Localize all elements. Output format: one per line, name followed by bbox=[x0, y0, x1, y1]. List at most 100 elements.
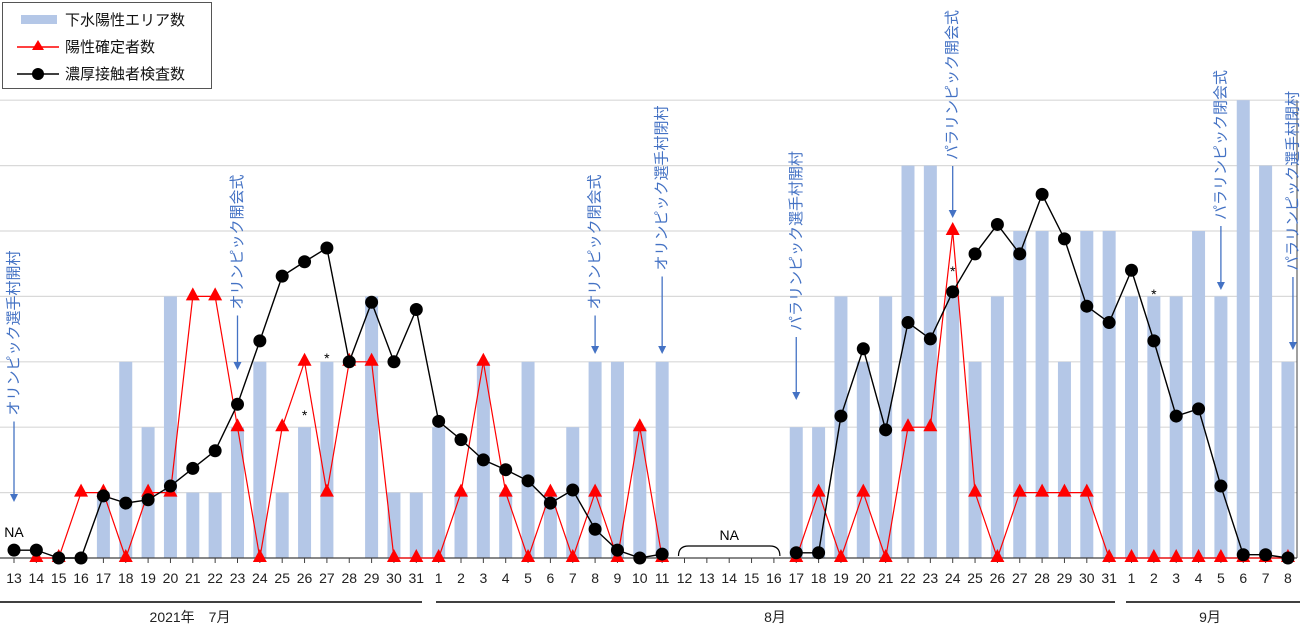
x-tick-label: 28 bbox=[341, 570, 357, 586]
arrow-down-icon bbox=[658, 346, 667, 354]
arrow-down-icon bbox=[591, 346, 600, 354]
circle-marker bbox=[968, 247, 982, 261]
bar bbox=[454, 492, 468, 558]
triangle-marker bbox=[185, 287, 200, 301]
triangle-marker bbox=[386, 549, 401, 562]
x-tick-label: 20 bbox=[163, 570, 179, 586]
x-tick-label: 17 bbox=[96, 570, 112, 586]
circle-marker bbox=[1080, 299, 1094, 313]
annotation-label: パラリンピック選手村開村 bbox=[787, 151, 805, 331]
arrow-down-icon bbox=[1216, 282, 1225, 290]
annotation-label: オリンピック選手村閉村 bbox=[653, 105, 671, 270]
x-tick-label: 25 bbox=[967, 570, 983, 586]
arrow-down-icon bbox=[948, 210, 957, 218]
circle-marker bbox=[1102, 316, 1116, 330]
x-tick-label: 2 bbox=[1150, 570, 1158, 586]
triangle-marker bbox=[543, 483, 558, 497]
annotation-label: オリンピック閉会式 bbox=[586, 174, 604, 309]
triangle-marker bbox=[431, 549, 446, 562]
triangle-marker bbox=[1102, 549, 1117, 562]
circle-marker bbox=[1035, 187, 1049, 201]
x-tick-label: 24 bbox=[945, 570, 961, 586]
triangle-marker bbox=[1169, 549, 1184, 562]
triangle-marker bbox=[1079, 483, 1094, 497]
x-tick-label: 14 bbox=[721, 570, 737, 586]
bar bbox=[275, 492, 289, 558]
bar bbox=[521, 361, 535, 558]
circle-marker bbox=[655, 547, 669, 561]
bar bbox=[1035, 231, 1049, 558]
triangle-marker bbox=[588, 483, 603, 497]
bar bbox=[186, 492, 200, 558]
circle-marker bbox=[1169, 409, 1183, 423]
arrow-down-icon bbox=[1288, 342, 1297, 350]
x-tick-label: 16 bbox=[766, 570, 782, 586]
circle-marker bbox=[119, 496, 133, 510]
circle-marker bbox=[610, 543, 624, 557]
circle-marker bbox=[432, 414, 446, 428]
bar bbox=[320, 361, 334, 558]
x-tick-label: 18 bbox=[118, 570, 134, 586]
circle-marker bbox=[1259, 548, 1273, 562]
bar bbox=[1057, 361, 1071, 558]
triangle-marker bbox=[1146, 549, 1161, 562]
circle-marker bbox=[901, 316, 915, 330]
x-tick-label: 26 bbox=[297, 570, 313, 586]
x-tick-label: 6 bbox=[547, 570, 555, 586]
annotation-label: パラリンピック開会式 bbox=[943, 10, 961, 160]
circle-marker bbox=[588, 522, 602, 536]
triangle-marker bbox=[968, 483, 983, 497]
circle-marker bbox=[834, 409, 848, 423]
legend-item-close-contact-tests: 濃厚接触者検査数 bbox=[3, 60, 185, 86]
circle-marker bbox=[789, 546, 803, 560]
bar bbox=[253, 361, 267, 558]
x-tick-label: 19 bbox=[833, 570, 849, 586]
bar bbox=[655, 361, 669, 558]
x-tick-label: 17 bbox=[788, 570, 804, 586]
triangle-marker bbox=[901, 418, 915, 432]
x-tick-label: 21 bbox=[185, 570, 201, 586]
circle-marker bbox=[990, 217, 1004, 231]
triangle-marker bbox=[632, 418, 647, 432]
triangle-marker bbox=[923, 418, 938, 432]
triangle-marker bbox=[945, 222, 960, 235]
circle-marker bbox=[543, 496, 557, 510]
x-tick-label: 4 bbox=[502, 570, 510, 586]
bar bbox=[432, 427, 446, 558]
x-tick-label: 29 bbox=[364, 570, 380, 586]
bar bbox=[365, 296, 379, 558]
bar bbox=[119, 361, 133, 558]
bar bbox=[1102, 231, 1116, 558]
circle-marker bbox=[1125, 263, 1138, 277]
bar bbox=[1013, 231, 1027, 558]
triangle-marker bbox=[409, 549, 424, 562]
triangle-marker bbox=[1213, 549, 1228, 562]
triangle-marker bbox=[208, 287, 223, 301]
x-tick-label: 15 bbox=[51, 570, 67, 586]
triangle-marker bbox=[319, 483, 334, 497]
x-tick-label: 27 bbox=[1012, 570, 1028, 586]
asterisk-note: * bbox=[324, 350, 330, 366]
annotation-label: パラリンピック選手村閉村 bbox=[1283, 91, 1300, 271]
x-tick-label: 3 bbox=[1172, 570, 1180, 586]
bar-swatch-icon bbox=[17, 9, 59, 29]
na-bracket bbox=[677, 545, 781, 557]
circle-marker bbox=[96, 489, 110, 503]
bar bbox=[633, 427, 647, 558]
series-line bbox=[14, 246, 663, 559]
triangle-marker bbox=[565, 549, 580, 562]
triangle-marker bbox=[811, 483, 826, 497]
triangle-marker bbox=[297, 352, 312, 366]
x-tick-label: 16 bbox=[73, 570, 89, 586]
legend-item-confirmed-positive: 陽性確定者数 bbox=[3, 33, 155, 59]
triangle-marker bbox=[833, 549, 848, 562]
circle-marker bbox=[499, 463, 513, 477]
x-tick-label: 7 bbox=[1262, 570, 1270, 586]
circle-marker bbox=[566, 483, 580, 497]
asterisk-note: * bbox=[1151, 286, 1157, 302]
circle-marker bbox=[163, 479, 177, 493]
circle-marker bbox=[29, 543, 43, 557]
bar bbox=[208, 492, 222, 558]
annotation-label: オリンピック開会式 bbox=[228, 174, 246, 309]
circle-marker bbox=[208, 444, 222, 458]
